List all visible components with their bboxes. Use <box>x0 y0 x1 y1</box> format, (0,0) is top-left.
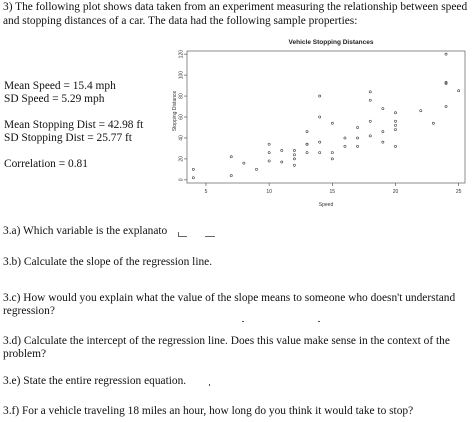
scatter-chart: Vehicle Stopping Distances 5 10 15 20 25 0 20 40… <box>172 39 466 208</box>
data-point <box>444 82 448 85</box>
data-point <box>229 155 233 159</box>
data-point <box>280 160 284 164</box>
data-point <box>368 98 372 102</box>
data-point <box>318 115 322 119</box>
data-point <box>318 94 322 98</box>
data-point <box>305 130 309 134</box>
data-point <box>255 168 258 171</box>
data-point <box>444 81 448 84</box>
y-tick-label: 80 <box>179 93 185 99</box>
data-point <box>343 144 347 148</box>
data-point <box>368 134 372 138</box>
stat-mean-speed: Mean Speed = 15.4 mph <box>4 80 116 92</box>
y-tick-label: 60 <box>179 114 185 120</box>
data-point <box>242 161 246 165</box>
data-point <box>293 163 296 167</box>
data-point <box>267 151 271 154</box>
data-point <box>394 128 397 131</box>
question-3a: 3.a) Which variable is the explanato <box>3 225 168 237</box>
plot-frame <box>186 50 466 184</box>
stat-sd-dist: SD Stopping Dist = 25.77 ft <box>4 132 132 144</box>
y-axis-label: Stopping Distance <box>172 90 178 131</box>
x-tick-label: 15 <box>330 189 336 195</box>
data-point <box>356 144 359 148</box>
data-point <box>293 149 296 152</box>
data-point <box>394 124 397 127</box>
data-point <box>305 151 309 154</box>
data-point <box>394 111 397 115</box>
data-point <box>368 90 372 94</box>
data-point <box>191 168 195 171</box>
x-tick-label: 25 <box>456 189 462 195</box>
selection-mark <box>205 236 215 237</box>
data-point <box>318 151 322 154</box>
y-tick-label: 20 <box>179 156 185 162</box>
y-tick-label: 0 <box>179 178 185 181</box>
question-3c: 3.c) How would you explain what the valu… <box>3 292 456 317</box>
chart-title: Vehicle Stopping Distances <box>289 39 374 46</box>
y-tick-label: 120 <box>179 50 185 59</box>
data-point <box>343 136 347 140</box>
data-point <box>381 140 385 144</box>
question-3b: 3.b) Calculate the slope of the regressi… <box>3 256 213 268</box>
stray-mark <box>242 321 244 322</box>
data-point <box>368 119 372 123</box>
x-tick-label: 20 <box>393 189 399 195</box>
stat-sd-speed: SD Speed = 5.29 mph <box>4 93 105 105</box>
data-point <box>267 142 271 146</box>
data-point <box>330 121 334 125</box>
data-point <box>280 149 284 152</box>
stat-correlation: Correlation = 0.81 <box>4 158 88 170</box>
y-tick-label: 100 <box>179 71 185 80</box>
data-point <box>444 105 448 108</box>
data-point <box>356 126 359 129</box>
data-point <box>229 174 233 178</box>
data-point <box>318 140 322 144</box>
stray-mark <box>209 384 210 386</box>
question-3d: 3.d) Calculate the intercept of the regr… <box>3 335 450 360</box>
data-point <box>419 109 423 113</box>
stray-mark <box>318 321 320 322</box>
data-point <box>293 153 296 157</box>
question-3f: 3.f) For a vehicle traveling 18 miles an… <box>3 405 414 417</box>
data-point <box>356 136 359 140</box>
data-point <box>394 144 397 148</box>
selection-mark <box>178 232 187 237</box>
data-point <box>191 176 195 180</box>
data-point <box>394 119 397 123</box>
stat-mean-dist: Mean Stopping Dist = 42.98 ft <box>4 119 144 131</box>
data-point <box>381 130 385 134</box>
data-point <box>305 142 309 146</box>
x-axis-label: Speed <box>319 202 334 208</box>
data-point <box>293 157 296 161</box>
problem-intro: 3) The following plot shows data taken f… <box>3 1 468 27</box>
y-tick-label: 40 <box>179 135 185 141</box>
data-point <box>381 107 385 110</box>
question-3e: 3.e) State the entire regression equatio… <box>3 375 187 387</box>
x-tick-label: 5 <box>205 189 208 195</box>
x-tick-label: 10 <box>266 189 272 195</box>
data-point <box>457 89 461 93</box>
data-point <box>432 121 435 125</box>
data-point <box>444 52 448 56</box>
data-point <box>330 157 334 161</box>
data-point <box>267 159 271 163</box>
data-point <box>330 151 334 154</box>
